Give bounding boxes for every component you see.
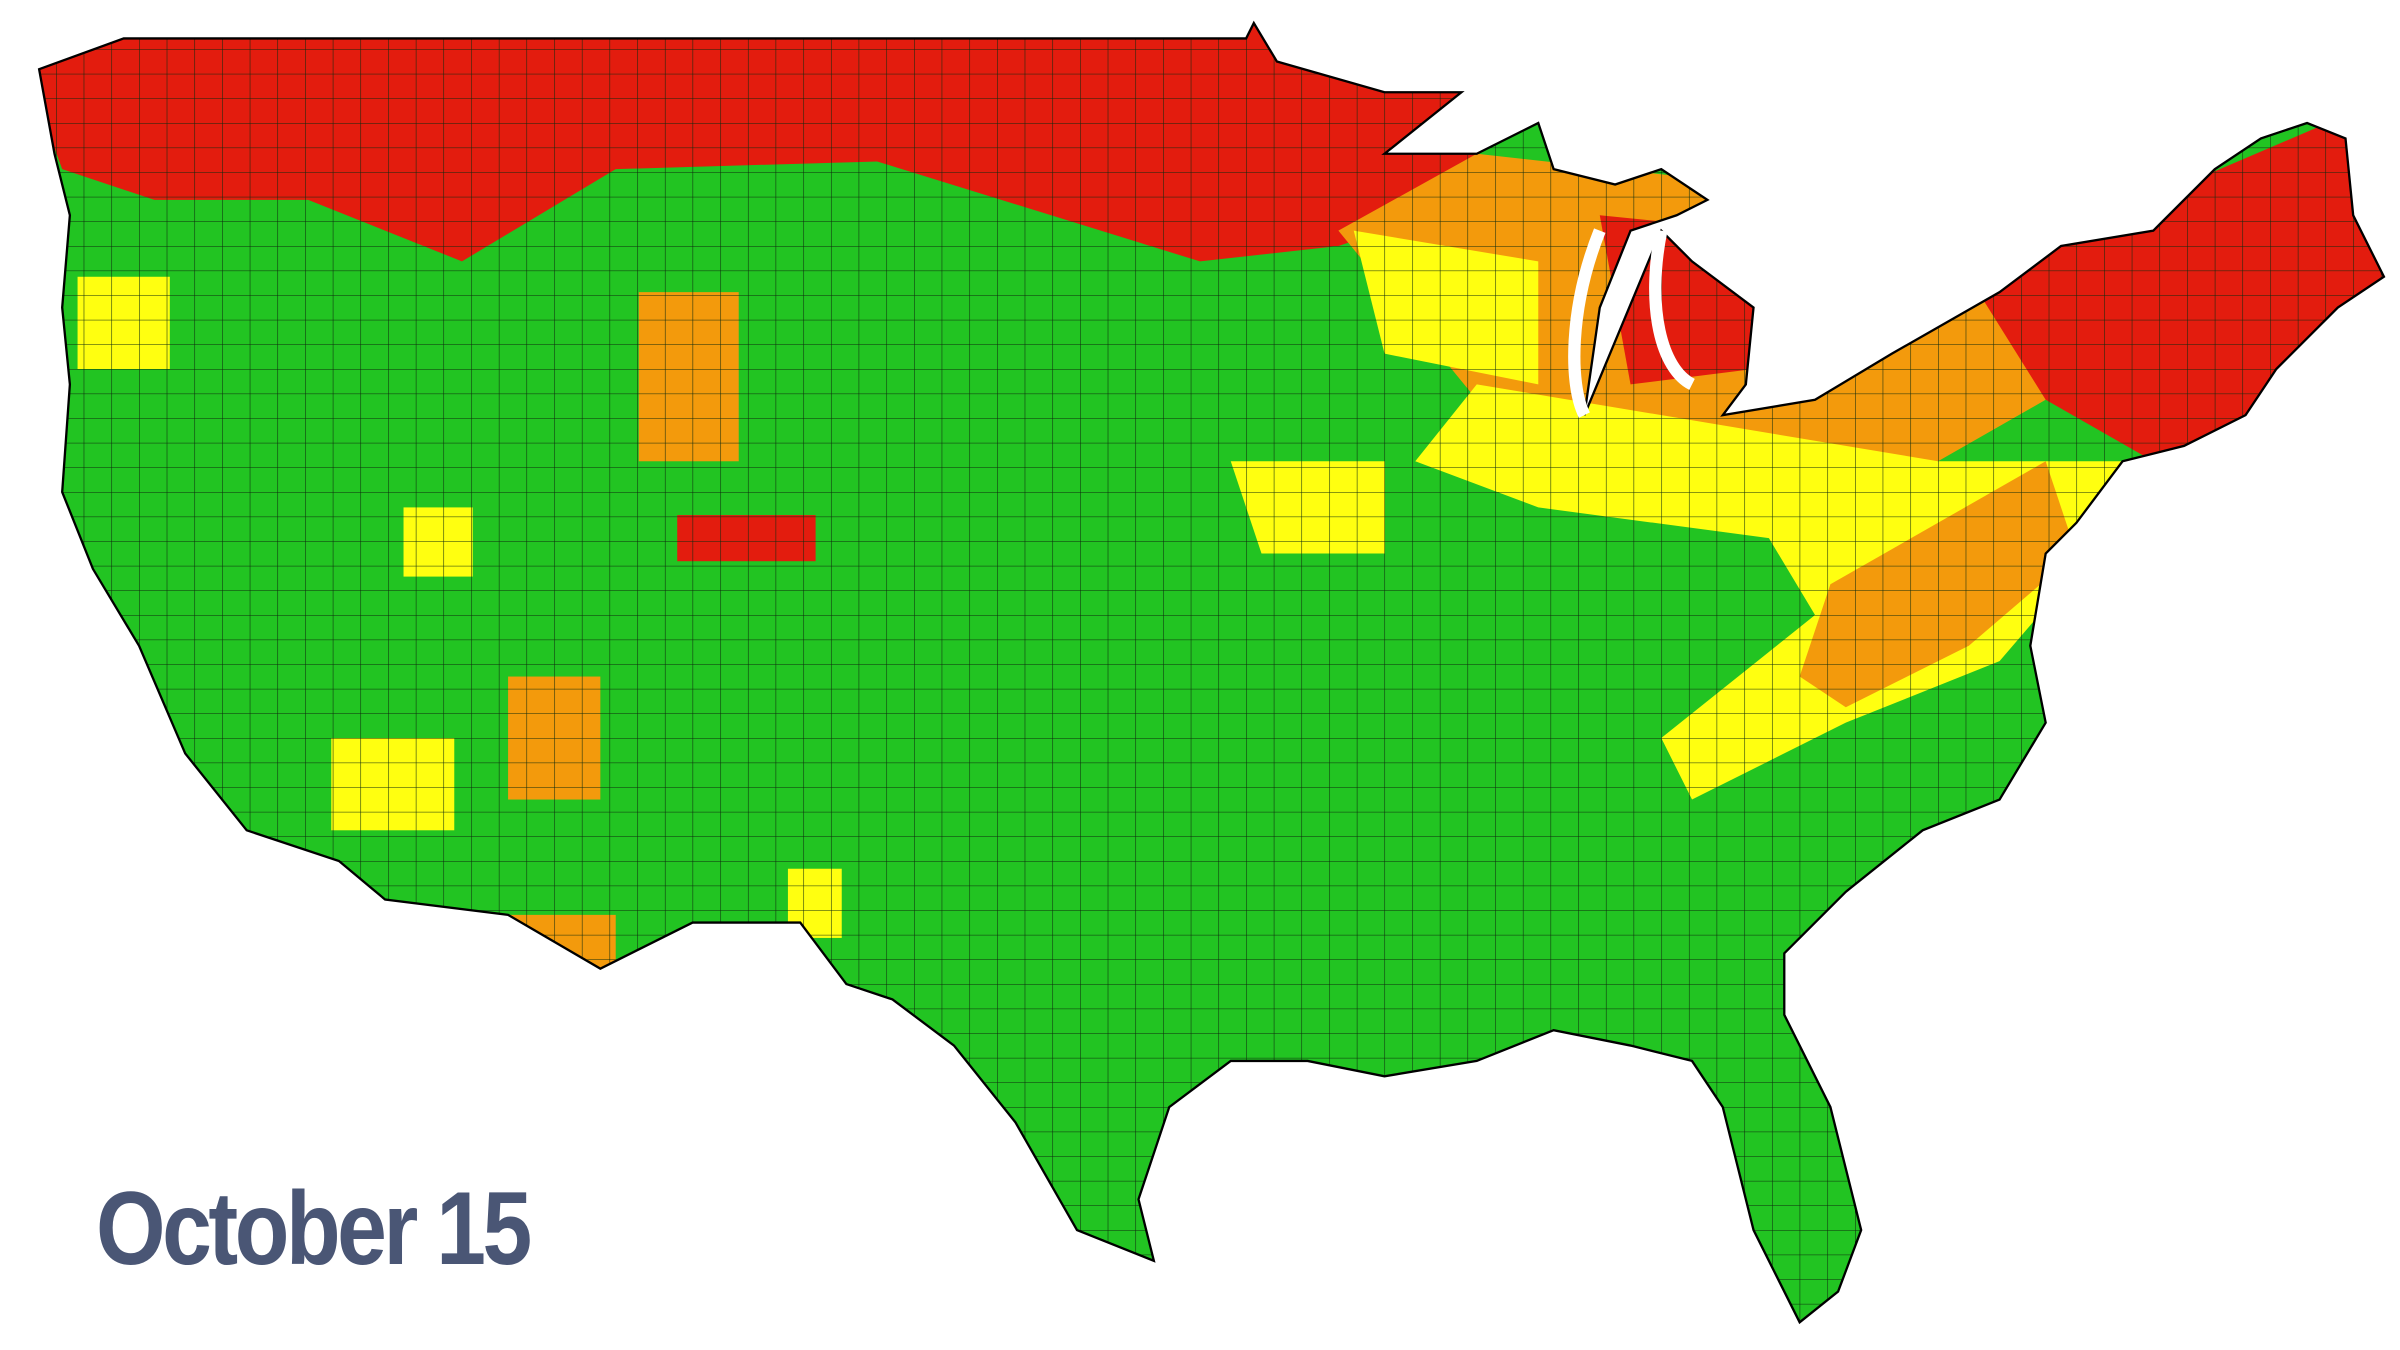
date-title: October 15 (96, 1171, 532, 1287)
lakes (1568, 228, 1696, 418)
